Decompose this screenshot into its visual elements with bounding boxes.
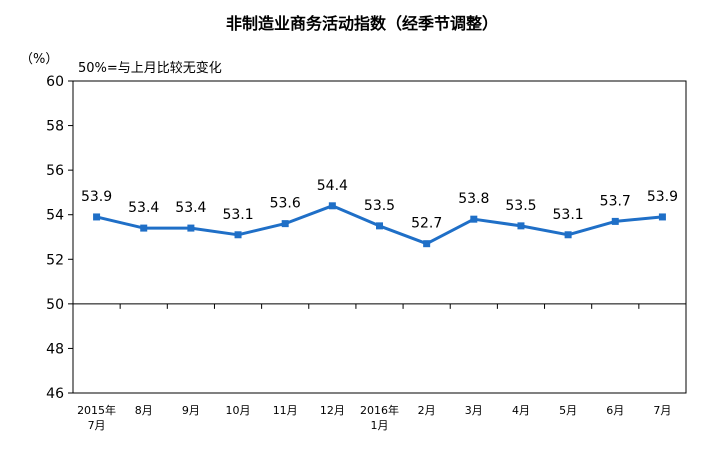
x-tick-label: 3月 (465, 404, 483, 417)
x-tick-label: 2016年 (360, 403, 399, 417)
data-label: 53.9 (81, 189, 112, 205)
data-label: 54.4 (317, 178, 348, 194)
chart-note: 50%=与上月比较无变化 (78, 61, 222, 76)
data-label: 53.4 (128, 200, 159, 216)
x-tick-label: 5月 (559, 404, 577, 417)
chart-title: 非制造业商务活动指数（经季节调整） (225, 14, 498, 33)
y-tick-label: 56 (46, 163, 64, 179)
x-tick-label: 11月 (273, 404, 298, 417)
x-tick-label: 7月 (88, 419, 106, 432)
y-tick-label: 52 (46, 252, 64, 268)
y-tick-label: 50 (46, 297, 64, 313)
data-point (140, 224, 148, 232)
y-tick-label: 54 (46, 208, 64, 224)
x-tick-label: 4月 (512, 404, 530, 417)
data-point (234, 231, 242, 239)
data-label: 53.1 (222, 207, 253, 223)
x-tick-label: 2015年 (77, 403, 116, 417)
data-label: 52.7 (411, 216, 442, 232)
data-point (423, 240, 431, 248)
data-point (470, 215, 478, 223)
y-unit-label: （%） (20, 52, 59, 67)
x-tick-label: 9月 (182, 404, 200, 417)
data-point (564, 231, 572, 239)
data-point (611, 217, 619, 225)
data-label: 53.5 (364, 198, 395, 214)
data-point (187, 224, 195, 232)
x-tick-label: 1月 (371, 419, 389, 432)
x-tick-label: 8月 (135, 404, 153, 417)
data-point (93, 213, 101, 221)
data-point (376, 222, 383, 230)
x-tick-label: 12月 (320, 404, 345, 417)
x-tick-label: 10月 (226, 404, 251, 417)
x-tick-label: 7月 (653, 404, 671, 417)
data-label: 53.9 (647, 189, 678, 205)
plot-frame (72, 80, 687, 394)
data-point (328, 202, 336, 210)
data-label: 53.6 (270, 196, 301, 212)
data-label: 53.4 (175, 200, 206, 216)
data-label: 53.5 (505, 198, 536, 214)
y-tick-label: 58 (46, 119, 64, 135)
x-tick-label: 6月 (606, 404, 624, 417)
data-label: 53.8 (458, 191, 489, 207)
data-point (517, 222, 525, 230)
x-tick-label: 2月 (418, 404, 436, 417)
y-tick-label: 46 (46, 386, 64, 402)
data-point (281, 220, 289, 228)
data-point (658, 213, 666, 221)
y-tick-label: 60 (46, 74, 64, 90)
data-label: 53.1 (553, 207, 584, 223)
data-label: 53.7 (600, 193, 631, 209)
y-tick-label: 48 (46, 341, 64, 357)
